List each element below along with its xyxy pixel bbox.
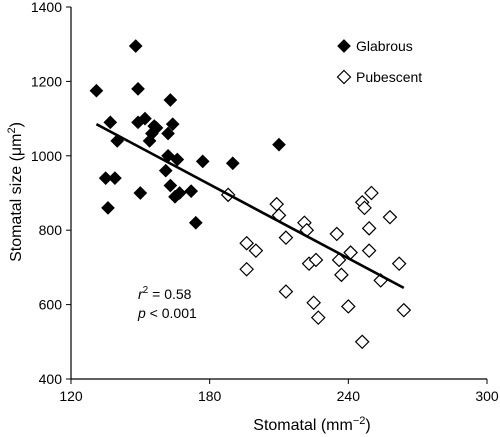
y-tick-label: 1400	[31, 0, 62, 15]
regression-line-segment	[95, 123, 405, 290]
glabrous-point	[165, 117, 180, 132]
glabrous-point	[170, 152, 185, 167]
y-tick-label: 600	[39, 297, 63, 313]
y-tick-label: 1200	[31, 73, 62, 89]
glabrous-point	[128, 39, 143, 53]
glabrous-point	[98, 171, 113, 185]
legend-item-pubescent	[336, 69, 352, 85]
regression-line	[95, 123, 405, 290]
pubescent-point	[310, 310, 326, 325]
data-points	[89, 39, 412, 350]
pubescent-point	[382, 209, 398, 225]
glabrous-point	[149, 121, 164, 135]
r-squared-annotation: r2 = 0.58	[138, 285, 192, 302]
legend-label-pubescent: Pubescent	[356, 69, 422, 85]
legend-item-glabrous	[337, 39, 351, 53]
glabrous-point	[89, 83, 104, 98]
pubescent-point	[391, 256, 407, 272]
pubescent-point	[364, 185, 379, 201]
axes	[66, 6, 488, 384]
glabrous-point	[158, 163, 173, 178]
glabrous-point	[188, 215, 203, 230]
glabrous-point	[133, 186, 148, 200]
glabrous-point	[225, 156, 240, 171]
glabrous-point	[103, 115, 118, 130]
glabrous-point	[138, 111, 152, 126]
pubescent-point	[239, 235, 254, 251]
glabrous-point	[131, 81, 145, 96]
pubescent-point	[340, 299, 356, 314]
pubescent-point	[306, 295, 322, 311]
glabrous-point	[195, 154, 210, 169]
pubescent-point	[308, 252, 324, 268]
x-tick-label: 120	[59, 388, 83, 404]
glabrous-point	[142, 134, 157, 148]
legend-marker-glabrous	[337, 39, 351, 53]
pubescent-point	[396, 302, 412, 318]
x-tick-label: 300	[475, 388, 499, 404]
p-value-annotation: p < 0.001	[137, 305, 197, 321]
y-axis-title: Stomatal size (μm2)	[6, 122, 25, 262]
legend-label-glabrous: Glabrous	[356, 38, 413, 54]
pubescent-point	[361, 220, 377, 236]
glabrous-point	[172, 186, 187, 200]
y-tick-label: 400	[39, 371, 63, 387]
pubescent-point	[269, 196, 285, 212]
pubescent-point	[278, 284, 294, 299]
tick-labels: 120 180 240 300 400 600 800 1000 1200 1400	[31, 0, 499, 404]
pubescent-point	[354, 334, 370, 350]
x-axis-title: Stomatal (mm−2)	[253, 415, 370, 434]
glabrous-point	[101, 201, 115, 215]
glabrous-point	[163, 178, 178, 193]
glabrous-point	[108, 171, 122, 185]
series-pubescent	[220, 185, 412, 350]
glabrous-point	[272, 137, 286, 152]
pubescent-point	[248, 243, 264, 259]
pubescent-point	[331, 252, 347, 268]
x-tick-label: 180	[198, 388, 222, 404]
series-glabrous	[89, 39, 286, 230]
glabrous-point	[184, 184, 199, 198]
pubescent-point	[329, 226, 345, 242]
y-tick-label: 800	[39, 222, 63, 238]
glabrous-point	[163, 93, 178, 107]
x-tick-label: 240	[337, 388, 361, 404]
pubescent-point	[278, 230, 294, 245]
legend: Glabrous Pubescent	[336, 38, 422, 85]
pubescent-point	[239, 261, 254, 277]
pubescent-point	[334, 267, 349, 283]
glabrous-point	[161, 126, 175, 141]
legend-marker-pubescent	[336, 69, 352, 85]
pubescent-point	[361, 243, 377, 259]
pubescent-point	[357, 200, 372, 216]
y-tick-label: 1000	[31, 148, 62, 164]
